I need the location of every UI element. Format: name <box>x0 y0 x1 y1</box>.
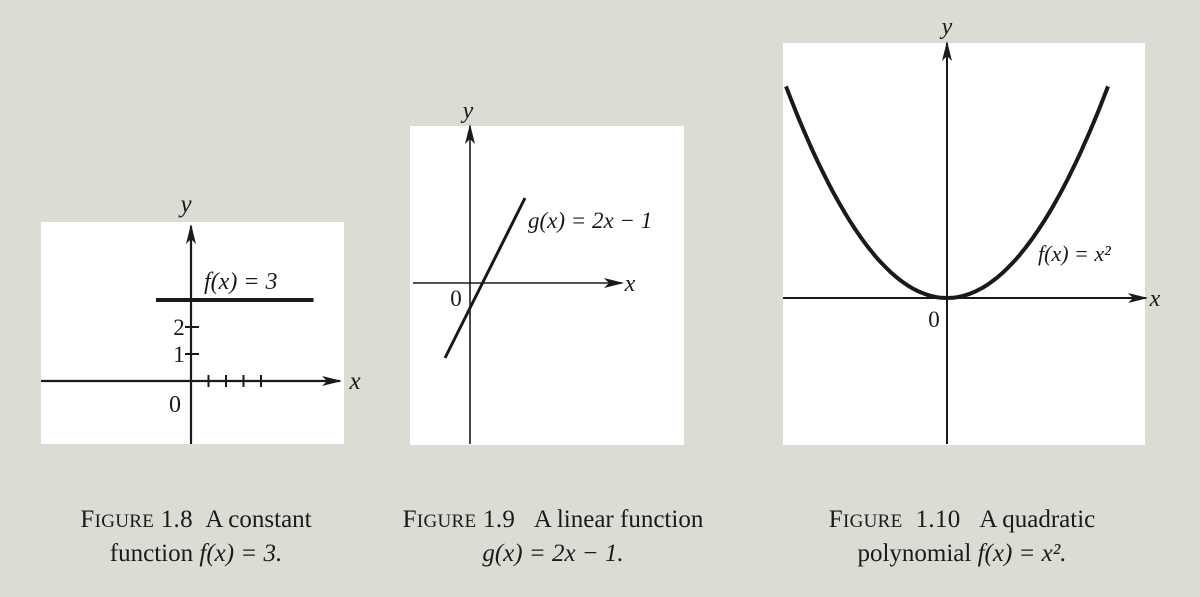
y-axis-label-1-8: y <box>177 191 192 218</box>
caption-number: 1.9 <box>483 506 516 533</box>
caption-formula: f(x) = x². <box>977 540 1067 567</box>
caption-label: FIGURE 1.10 <box>829 506 961 533</box>
x-axis-label-1-9: x <box>624 271 636 297</box>
caption-text: A constant <box>205 506 312 533</box>
caption-prefix: polynomial <box>857 540 978 567</box>
caption-label-rest: IGURE <box>94 511 155 532</box>
caption-figure-1-9: FIGURE 1.9 A linear function g(x) = 2x −… <box>372 504 734 570</box>
caption-label: FIGURE 1.9 <box>403 506 516 533</box>
series-label-1-9: g(x) = 2x − 1 <box>528 208 652 233</box>
y-axis-label-1-9: y <box>461 98 474 124</box>
caption-line-2: g(x) = 2x − 1. <box>372 538 734 570</box>
caption-label-initial: F <box>402 506 417 533</box>
caption-formula: g(x) = 2x − 1. <box>482 540 624 567</box>
caption-number: 1.10 <box>915 506 961 533</box>
caption-figure-1-8: FIGURE 1.8 A constant function f(x) = 3. <box>46 504 346 570</box>
origin-label-1-10: 0 <box>928 307 940 332</box>
caption-label-rest: IGURE <box>416 511 477 532</box>
caption-number: 1.8 <box>160 506 193 533</box>
figure-1-8: 12 y x 0 f(x) = 3 <box>41 191 361 444</box>
caption-label-initial: F <box>828 506 843 533</box>
caption-text: A linear function <box>533 506 704 533</box>
caption-text: A quadratic <box>979 506 1096 533</box>
caption-label-rest: IGURE <box>842 511 903 532</box>
series-label-1-8: f(x) = 3 <box>204 269 278 295</box>
figure-1-9: y x 0 g(x) = 2x − 1 <box>410 98 684 445</box>
origin-label-1-9: 0 <box>450 286 462 311</box>
caption-line-2: function f(x) = 3. <box>46 538 346 570</box>
caption-figure-1-10: FIGURE 1.10 A quadratic polynomial f(x) … <box>785 504 1139 570</box>
y-tick-label: 2 <box>173 315 185 340</box>
x-axis-label-1-10: x <box>1149 286 1161 312</box>
plot-area-1-10 <box>783 43 1145 445</box>
x-ticks-1-8 <box>207 375 262 387</box>
plot-area-1-8 <box>41 222 344 444</box>
caption-label: FIGURE 1.8 <box>80 506 193 533</box>
y-tick-label: 1 <box>173 342 185 367</box>
series-line <box>443 197 527 359</box>
caption-formula: f(x) = 3. <box>199 540 283 567</box>
plot-area-1-9 <box>410 126 684 445</box>
series-line <box>784 85 1110 301</box>
x-axis-label-1-8: x <box>348 368 360 395</box>
caption-label-initial: F <box>80 506 95 533</box>
caption-line-2: polynomial f(x) = x². <box>785 538 1139 570</box>
y-axis-label-1-10: y <box>940 14 953 40</box>
y-ticks-1-8: 12 <box>173 315 199 367</box>
series-label-1-10: f(x) = x² <box>1038 241 1111 266</box>
caption-prefix: function <box>109 540 200 567</box>
origin-label-1-8: 0 <box>169 392 181 418</box>
figure-1-10: y x 0 f(x) = x² <box>783 14 1161 445</box>
